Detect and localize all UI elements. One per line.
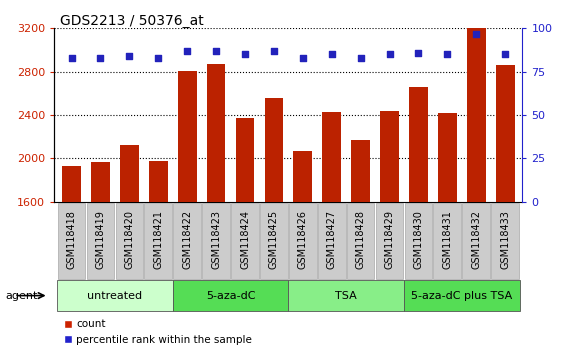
Point [96, 55, 105, 61]
FancyBboxPatch shape [58, 202, 86, 279]
Text: GSM118431: GSM118431 [443, 210, 452, 269]
Point [472, 31, 481, 36]
Bar [207, 64, 226, 202]
FancyBboxPatch shape [347, 202, 375, 279]
Bar [293, 151, 312, 202]
Text: agent: agent [6, 291, 38, 301]
FancyBboxPatch shape [289, 202, 317, 279]
Text: GSM118424: GSM118424 [240, 210, 250, 269]
FancyBboxPatch shape [202, 202, 230, 279]
Text: GSM118426: GSM118426 [298, 210, 308, 269]
Text: GSM118425: GSM118425 [269, 210, 279, 269]
Point [501, 51, 510, 57]
Bar [91, 162, 110, 202]
FancyBboxPatch shape [260, 202, 288, 279]
Point [327, 51, 336, 57]
FancyBboxPatch shape [174, 202, 201, 279]
Point [443, 51, 452, 57]
Point [183, 48, 192, 54]
Point [356, 55, 365, 61]
Point [414, 50, 423, 56]
Text: GSM118419: GSM118419 [95, 210, 106, 269]
Bar [120, 145, 139, 202]
Bar [322, 112, 341, 202]
Text: GSM118418: GSM118418 [67, 210, 77, 269]
Point [240, 51, 250, 57]
FancyBboxPatch shape [144, 202, 172, 279]
Bar [149, 161, 168, 202]
Point [298, 55, 307, 61]
Bar [467, 28, 485, 202]
Point [270, 48, 279, 54]
Text: untreated: untreated [87, 291, 143, 301]
Point [67, 55, 76, 61]
Bar [178, 70, 196, 202]
FancyBboxPatch shape [318, 202, 345, 279]
Point [211, 48, 220, 54]
FancyBboxPatch shape [463, 202, 490, 279]
FancyBboxPatch shape [231, 202, 259, 279]
Text: TSA: TSA [335, 291, 357, 301]
FancyBboxPatch shape [57, 280, 173, 311]
Text: 5-aza-dC: 5-aza-dC [206, 291, 255, 301]
Bar [236, 118, 255, 202]
Bar [438, 113, 457, 202]
FancyBboxPatch shape [115, 202, 143, 279]
Text: GSM118420: GSM118420 [124, 210, 134, 269]
Text: GSM118421: GSM118421 [153, 210, 163, 269]
Bar [380, 111, 399, 202]
Text: GSM118429: GSM118429 [384, 210, 395, 269]
Point [154, 55, 163, 61]
Bar [62, 166, 81, 202]
Point [385, 51, 394, 57]
FancyBboxPatch shape [288, 280, 404, 311]
Text: GDS2213 / 50376_at: GDS2213 / 50376_at [60, 14, 204, 28]
FancyBboxPatch shape [376, 202, 403, 279]
Text: 5-aza-dC plus TSA: 5-aza-dC plus TSA [411, 291, 512, 301]
Bar [409, 87, 428, 202]
Text: GSM118423: GSM118423 [211, 210, 221, 269]
Text: GSM118427: GSM118427 [327, 210, 337, 269]
FancyBboxPatch shape [433, 202, 461, 279]
Text: GSM118432: GSM118432 [471, 210, 481, 269]
Text: GSM118433: GSM118433 [500, 210, 510, 269]
FancyBboxPatch shape [404, 280, 520, 311]
Legend: count, percentile rank within the sample: count, percentile rank within the sample [59, 315, 256, 349]
Bar [264, 98, 283, 202]
FancyBboxPatch shape [491, 202, 519, 279]
Text: GSM118422: GSM118422 [182, 210, 192, 269]
FancyBboxPatch shape [173, 280, 288, 311]
Text: GSM118430: GSM118430 [413, 210, 424, 269]
Bar [351, 140, 370, 202]
Bar [496, 65, 514, 202]
Point [125, 53, 134, 59]
Text: GSM118428: GSM118428 [356, 210, 365, 269]
FancyBboxPatch shape [404, 202, 432, 279]
FancyBboxPatch shape [87, 202, 114, 279]
